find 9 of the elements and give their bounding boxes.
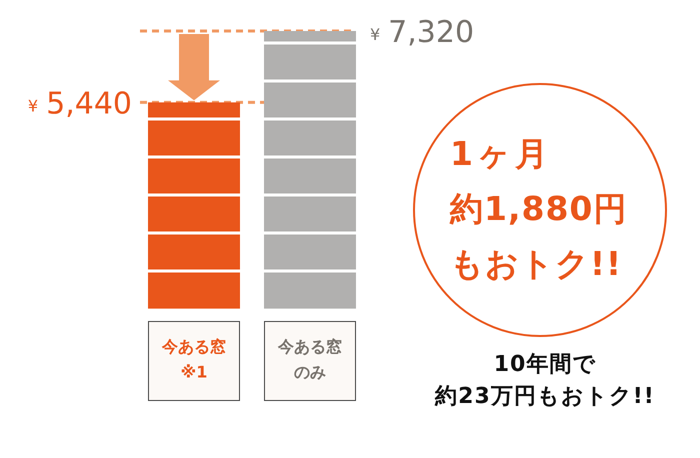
text: 1ヶ月 bbox=[450, 133, 552, 175]
ref-line-label: ¥ 5,440 bbox=[28, 86, 132, 122]
x-tick-label: 今ある窓※1 bbox=[161, 336, 226, 382]
x-tick-label: 今ある窓のみ bbox=[277, 336, 342, 382]
ref-line-label: ¥ 7,320 bbox=[370, 15, 474, 50]
text: もおトク!! bbox=[450, 243, 622, 285]
text: 10年間で bbox=[492, 351, 598, 379]
text: 約1,880円 bbox=[450, 188, 628, 230]
text: 約23万円もおトク!! bbox=[434, 383, 656, 411]
